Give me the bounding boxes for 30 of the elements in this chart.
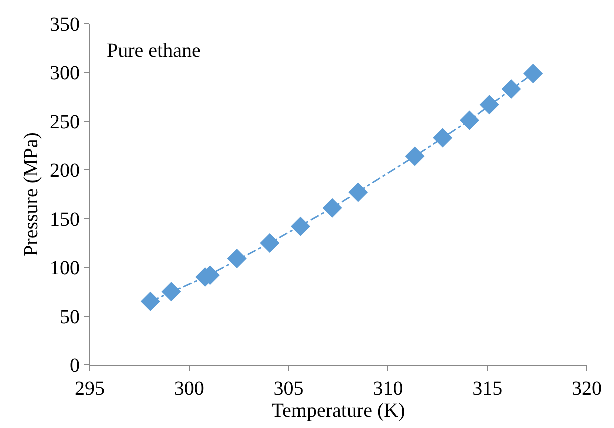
x-tick-label: 315 [472,378,503,400]
point [290,216,310,236]
y-axis-title: Pressure (MPa) [20,132,42,256]
point [480,95,500,115]
point [227,249,247,269]
x-tick-label: 305 [274,378,304,400]
y-tick-label: 200 [50,160,80,182]
point [502,80,522,100]
point [162,282,182,302]
point [140,292,160,312]
x-tick-label: 295 [75,378,105,400]
point [433,128,453,148]
y-tick-label: 150 [50,208,80,231]
y-tick-label: 300 [50,62,80,85]
y-tick-label: 0 [70,355,80,377]
point [405,146,425,166]
point [322,198,342,218]
x-tick-label: 310 [373,378,404,400]
y-tick-label: 250 [50,111,80,134]
x-tick-label: 320 [572,378,602,400]
y-tick-label: 100 [50,258,80,280]
point [460,110,480,130]
y-tick-label: 350 [50,14,80,36]
x-axis-title: Temperature (K) [272,400,406,422]
annotation: Pure ethane [107,40,201,62]
point [348,182,368,202]
point [524,64,544,84]
x-tick-label: 300 [174,378,204,400]
point [260,233,280,253]
y-tick-label: 50 [60,306,80,328]
